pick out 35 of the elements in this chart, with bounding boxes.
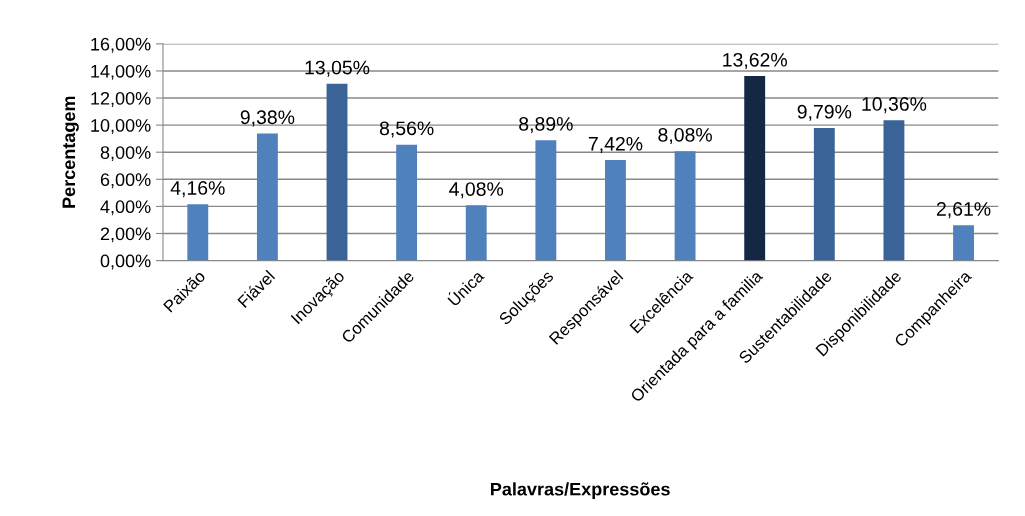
data-label: 7,42% (588, 136, 643, 153)
data-label: 8,56% (379, 121, 434, 138)
y-tick-label: 12,00% (91, 91, 151, 107)
data-label: 13,05% (305, 60, 370, 77)
bar (396, 144, 418, 261)
y-tick-label: 8,00% (100, 146, 151, 162)
data-label: 4,16% (170, 181, 225, 198)
bar (813, 127, 835, 261)
y-tick-label: 2,00% (100, 227, 151, 243)
bar (605, 160, 626, 261)
data-label: 9,38% (240, 110, 295, 127)
bar (674, 151, 696, 261)
y-tick-label: 0,00% (100, 254, 151, 270)
data-label: 10,36% (862, 97, 927, 114)
data-label: 4,08% (449, 182, 504, 199)
data-label: 2,61% (936, 202, 991, 219)
bar (465, 205, 487, 261)
y-tick-label: 10,00% (91, 119, 151, 134)
data-label: 8,89% (519, 117, 573, 134)
y-tick-label: 4,00% (100, 200, 151, 216)
bar (953, 225, 974, 261)
bar (744, 76, 766, 261)
bar (187, 204, 209, 261)
bar (326, 83, 348, 261)
y-axis-title: Percentagem (62, 96, 79, 208)
y-tick-label: 16,00% (91, 37, 151, 53)
bar (535, 140, 557, 261)
data-label: 13,62% (723, 52, 787, 69)
x-axis-title: Palavras/Expressões (491, 482, 670, 500)
data-label: 9,79% (797, 104, 852, 121)
data-label: 8,08% (658, 127, 712, 145)
y-tick-label: 6,00% (100, 173, 151, 189)
bar (256, 133, 278, 261)
bar (883, 120, 905, 261)
y-tick-label: 14,00% (91, 64, 151, 80)
